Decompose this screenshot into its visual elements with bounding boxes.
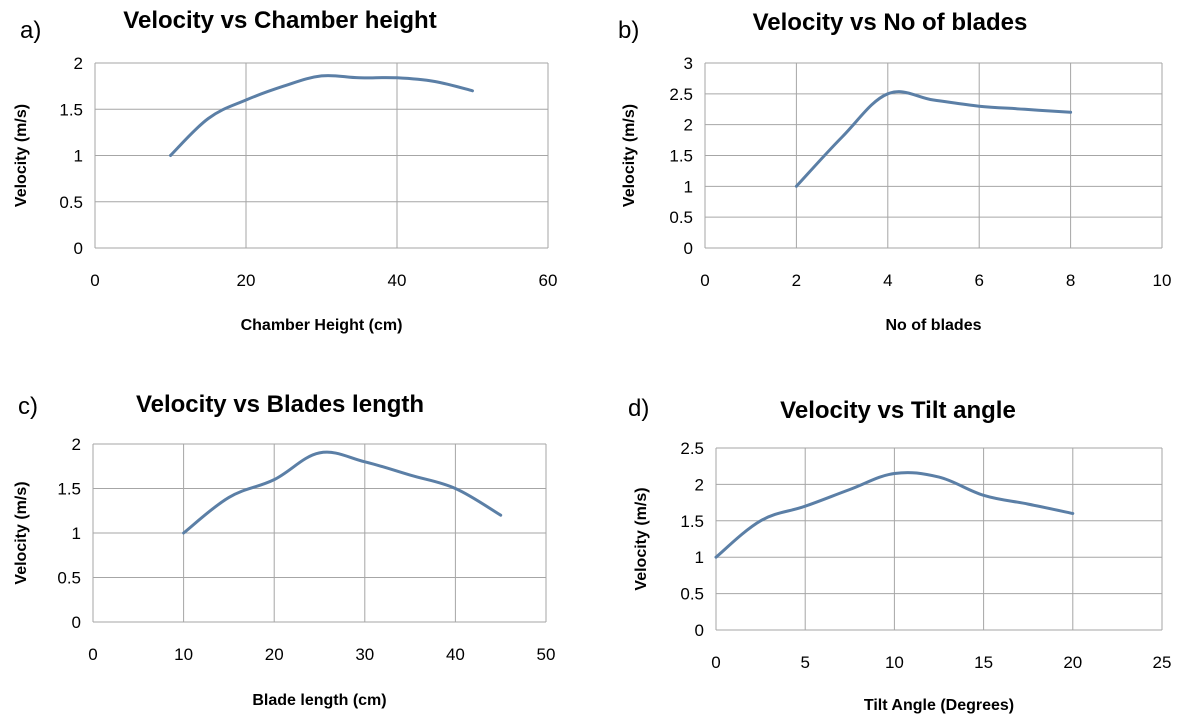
x-tick-label: 0	[700, 271, 709, 290]
y-tick-label: 1	[684, 177, 693, 196]
y-tick-label: 2	[72, 435, 81, 454]
panel-label: c)	[18, 393, 38, 420]
panel-label: b)	[618, 17, 639, 44]
y-tick-label: 0	[684, 239, 693, 258]
x-tick-label: 6	[974, 271, 983, 290]
x-tick-label: 0	[88, 645, 97, 664]
x-tick-label: 4	[883, 271, 892, 290]
series-line	[714, 471, 1075, 559]
y-tick-label: 2.5	[680, 439, 704, 458]
y-tick-label: 0	[72, 613, 81, 632]
x-tick-label: 50	[537, 645, 556, 664]
chart-title: Velocity vs No of blades	[753, 9, 1028, 36]
x-tick-label: 40	[388, 271, 407, 290]
chart-title: Velocity vs Blades length	[136, 391, 424, 418]
x-tick-label: 2	[792, 271, 801, 290]
y-tick-label: 0.5	[57, 569, 81, 588]
panel-label: a)	[20, 17, 41, 44]
x-axis-label: Tilt Angle (Degrees)	[864, 697, 1014, 714]
x-tick-label: 20	[1063, 653, 1082, 672]
x-axis-label: Chamber Height (cm)	[241, 317, 403, 334]
x-tick-label: 25	[1153, 653, 1172, 672]
chart-title: Velocity vs Tilt angle	[780, 397, 1016, 424]
y-axis-label: Velocity (m/s)	[633, 487, 650, 590]
y-tick-label: 0	[74, 239, 83, 258]
chart-title: Velocity vs Chamber height	[123, 7, 436, 34]
x-tick-label: 40	[446, 645, 465, 664]
y-tick-label: 3	[684, 54, 693, 73]
x-tick-label: 20	[237, 271, 256, 290]
y-tick-label: 1	[72, 524, 81, 543]
y-tick-label: 2	[684, 116, 693, 135]
y-tick-label: 1	[74, 147, 83, 166]
x-tick-label: 20	[265, 645, 284, 664]
panel-label: d)	[628, 395, 649, 422]
x-tick-label: 0	[90, 271, 99, 290]
x-tick-label: 15	[974, 653, 993, 672]
y-tick-label: 1.5	[680, 512, 704, 531]
y-tick-label: 2.5	[669, 85, 693, 104]
y-axis-label: Velocity (m/s)	[621, 104, 638, 207]
y-tick-label: 1.5	[59, 100, 83, 119]
x-tick-label: 30	[355, 645, 374, 664]
x-tick-label: 60	[539, 271, 558, 290]
series-line	[169, 74, 474, 157]
x-tick-label: 5	[800, 653, 809, 672]
y-tick-label: 2	[695, 475, 704, 494]
y-tick-label: 0.5	[59, 193, 83, 212]
y-tick-label: 0	[695, 621, 704, 640]
chart-panel-4: d) Velocity vs Tilt angle 0 0.5 1 1.5 2 2.5 0 5 10…	[628, 395, 1171, 714]
x-tick-label: 10	[174, 645, 193, 664]
x-axis-label: No of blades	[885, 317, 981, 334]
y-tick-label: 1	[695, 548, 704, 567]
series-line	[182, 450, 503, 535]
y-tick-label: 1.5	[669, 147, 693, 166]
x-axis-label: Blade length (cm)	[252, 692, 386, 709]
y-axis-label: Velocity (m/s)	[13, 104, 30, 207]
chart-panel-2: b) Velocity vs No of blades 0 0.5 1 1.5 2 2.5 3 0…	[618, 9, 1171, 334]
x-tick-label: 0	[711, 653, 720, 672]
y-tick-label: 0.5	[669, 208, 693, 227]
series-line	[794, 90, 1073, 188]
y-tick-label: 0.5	[680, 585, 704, 604]
x-tick-label: 10	[885, 653, 904, 672]
x-tick-label: 8	[1066, 271, 1075, 290]
y-axis-label: Velocity (m/s)	[13, 481, 30, 584]
y-tick-label: 2	[74, 54, 83, 73]
y-tick-label: 1.5	[57, 480, 81, 499]
x-tick-label: 10	[1153, 271, 1172, 290]
